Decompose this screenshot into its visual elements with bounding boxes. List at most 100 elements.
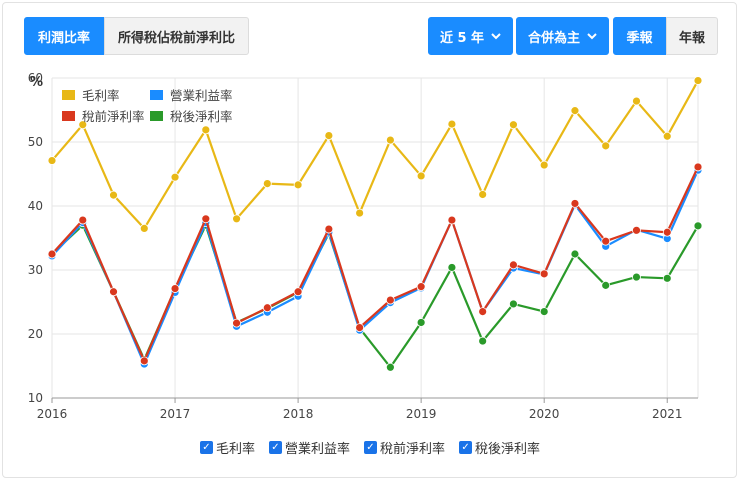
data-point — [262, 303, 272, 313]
data-point — [416, 282, 426, 292]
data-point — [47, 156, 57, 165]
data-point — [478, 190, 488, 199]
data-point — [693, 76, 703, 85]
tab-annual[interactable]: 年報 — [666, 17, 718, 55]
chevron-down-icon — [587, 32, 597, 39]
y-tick-label: 50 — [28, 135, 43, 149]
checkbox-checked-icon: ✓ — [364, 441, 377, 454]
data-point — [324, 131, 334, 141]
data-point — [293, 287, 303, 297]
data-point — [570, 199, 580, 208]
data-point — [262, 179, 272, 189]
period-label: 近 5 年 — [439, 30, 485, 46]
y-tick-label: 30 — [28, 263, 43, 277]
data-point — [509, 260, 518, 270]
legend-label: 營業利益率 — [170, 88, 233, 103]
data-point — [662, 227, 672, 237]
x-tick-label: 2018 — [283, 407, 314, 421]
data-point — [539, 160, 549, 170]
data-point — [355, 208, 365, 218]
data-point — [447, 263, 457, 272]
x-tick-label: 2021 — [652, 407, 683, 421]
data-point — [324, 224, 334, 234]
checkbox-checked-icon: ✓ — [199, 441, 213, 454]
data-point — [170, 284, 180, 293]
data-point — [416, 318, 426, 327]
data-point — [662, 273, 672, 283]
x-tick-label: 2017 — [160, 407, 191, 421]
toggle-aftertax-margin[interactable]: ✓ 稅後淨利率 — [459, 438, 540, 457]
x-tick-label: 2016 — [37, 407, 68, 421]
data-point — [601, 280, 611, 290]
data-point — [201, 125, 211, 135]
series-line-2 — [51, 166, 699, 362]
series-line-3 — [51, 224, 699, 369]
series-line-0 — [51, 80, 699, 230]
series-line-1 — [51, 169, 700, 366]
data-point — [293, 180, 303, 190]
data-point — [447, 215, 457, 225]
toggle-operating-margin[interactable]: ✓ 營業利益率 — [268, 438, 350, 457]
legend-label: 稅後淨利率 — [170, 109, 233, 124]
data-point — [385, 362, 395, 372]
data-point — [539, 307, 549, 317]
series-toggle-legend: ✓ 毛利率 ✓ 營業利益率 ✓ 稅前淨利率 ✓ 稅後淨利率 — [0, 438, 740, 457]
data-point — [539, 269, 549, 279]
y-tick-label: 20 — [28, 327, 43, 341]
y-axis-label: % — [30, 75, 43, 90]
data-point — [570, 106, 580, 116]
y-tick-label: 40 — [28, 199, 43, 213]
toggle-pretax-margin[interactable]: ✓ 稅前淨利率 — [364, 438, 445, 457]
data-point — [232, 318, 241, 328]
data-point — [693, 162, 703, 172]
legend-swatch — [150, 111, 163, 121]
data-point — [662, 131, 672, 141]
data-point — [632, 96, 641, 106]
consolidation-dropdown[interactable]: 合併為主 — [516, 17, 609, 55]
checkbox-checked-icon: ✓ — [459, 441, 473, 454]
data-point — [447, 119, 457, 129]
data-point — [139, 356, 149, 366]
data-point — [139, 223, 149, 233]
tab-tax-ratio[interactable]: 所得稅佔稅前淨利比 — [104, 17, 249, 55]
data-point — [385, 135, 395, 145]
tab-profit-ratio[interactable]: 利潤比率 — [24, 17, 104, 55]
data-point — [385, 295, 395, 305]
legend-swatch — [62, 90, 75, 100]
data-point — [601, 141, 611, 151]
data-point — [632, 272, 641, 282]
period-dropdown[interactable]: 近 5 年 — [428, 17, 513, 55]
consolidation-label: 合併為主 — [527, 30, 580, 46]
chevron-down-icon — [491, 32, 501, 39]
data-point — [78, 120, 88, 130]
data-point — [78, 215, 88, 225]
legend-label: 稅前淨利率 — [82, 109, 145, 124]
data-point — [232, 214, 241, 224]
data-point — [416, 171, 426, 181]
legend-swatch — [62, 111, 75, 121]
data-point — [570, 249, 580, 259]
x-tick-label: 2019 — [406, 407, 437, 421]
toggle-gross-margin[interactable]: ✓ 毛利率 — [199, 438, 255, 457]
y-tick-label: 10 — [28, 391, 43, 405]
legend-label: 毛利率 — [82, 88, 120, 103]
data-point — [601, 236, 611, 246]
legend-swatch — [150, 90, 163, 100]
data-point — [47, 249, 57, 259]
data-point — [693, 221, 703, 231]
data-point — [509, 299, 518, 309]
tab-quarterly[interactable]: 季報 — [613, 17, 666, 55]
data-point — [170, 172, 180, 182]
x-tick-label: 2020 — [529, 407, 560, 421]
data-point — [109, 287, 118, 297]
data-point — [509, 120, 518, 130]
data-point — [109, 190, 118, 200]
data-point — [478, 307, 488, 317]
data-point — [632, 225, 641, 235]
data-point — [201, 214, 211, 224]
data-point — [478, 336, 488, 346]
data-point — [355, 323, 365, 333]
y-tick-label: 60 — [28, 71, 43, 85]
